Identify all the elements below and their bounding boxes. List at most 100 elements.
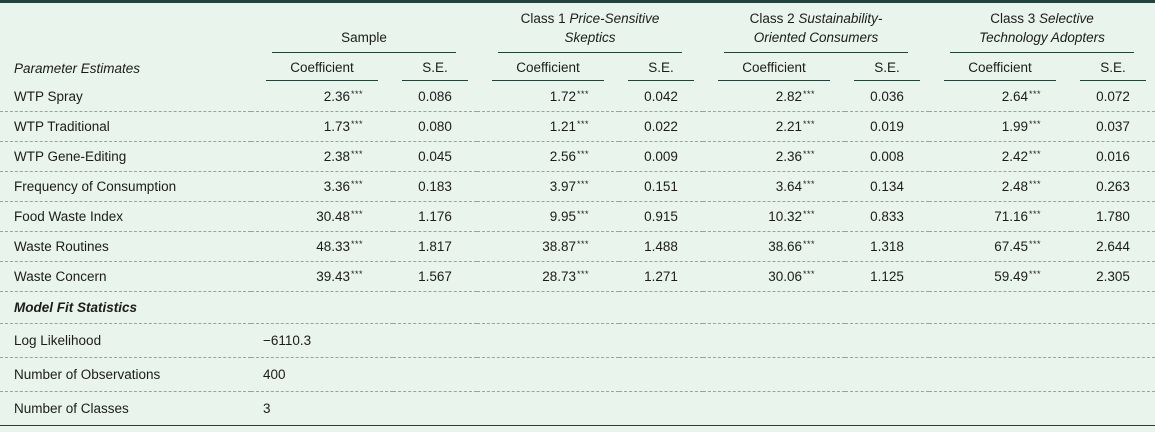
coefficient-value: 2.38 (323, 148, 350, 164)
coefficient-value: 2.82 (775, 88, 802, 104)
se-value: 2.305 (1071, 261, 1155, 292)
se-value: 0.263 (1071, 171, 1155, 202)
group-header-class2: Class 2 Sustainability- Oriented Consume… (703, 3, 929, 54)
se-value: 0.080 (393, 111, 477, 142)
row-label: Food Waste Index (0, 201, 251, 232)
coefficient-value: 2.42 (1001, 148, 1028, 164)
table-row: Waste Routines 48.33*** 1.817 38.87*** 1… (0, 231, 1155, 262)
se-header: S.E. (619, 54, 703, 82)
stat-value: 400 (251, 357, 1155, 392)
stat-label: Log Likelihood (0, 323, 251, 358)
group-title-italic-line2: Oriented Consumers (753, 29, 879, 45)
group-title-italic: Price-Sensitive (569, 11, 660, 26)
coefficient-header: Coefficient (477, 54, 619, 82)
table-row: Waste Concern 39.43*** 1.567 28.73*** 1.… (0, 261, 1155, 292)
coefficient-cell: 2.82*** (703, 81, 845, 112)
coefficient-cell: 59.49*** (929, 261, 1072, 292)
significance-stars: *** (576, 238, 589, 249)
coefficient-cell: 2.42*** (929, 141, 1072, 172)
coefficient-header: Coefficient (703, 54, 845, 82)
coefficient-value: 1.99 (1001, 118, 1028, 134)
row-label: WTP Spray (0, 81, 251, 112)
significance-stars: *** (350, 118, 363, 129)
coefficient-cell: 2.64*** (929, 81, 1072, 112)
column-groups-row: Sample Class 1 Price-Sensitive Skeptics … (0, 3, 1155, 54)
significance-stars: *** (350, 268, 363, 279)
table-row: WTP Spray 2.36*** 0.086 1.72*** 0.042 2.… (0, 81, 1155, 112)
coefficient-value: 1.72 (549, 88, 576, 104)
significance-stars: *** (1029, 118, 1042, 129)
coefficient-cell: 38.87*** (477, 231, 619, 262)
se-value: 0.134 (845, 171, 930, 202)
coefficient-value: 3.97 (549, 178, 576, 194)
stat-row: Number of Classes 3 (0, 391, 1155, 425)
row-label: Waste Routines (0, 231, 251, 262)
significance-stars: *** (350, 148, 363, 159)
parameter-estimates-table: Sample Class 1 Price-Sensitive Skeptics … (0, 3, 1155, 425)
coefficient-value: 30.48 (316, 208, 350, 224)
section-row: Model Fit Statistics (0, 291, 1155, 324)
significance-stars: *** (350, 238, 363, 249)
group-title-italic: Sustainability- (798, 11, 883, 26)
stat-value: −6110.3 (251, 323, 1155, 358)
coefficient-header: Coefficient (929, 54, 1071, 82)
significance-stars: *** (350, 88, 363, 99)
coefficient-value: 38.87 (542, 238, 576, 254)
row-label: WTP Traditional (0, 111, 251, 142)
coefficient-value: 2.48 (1001, 178, 1028, 194)
corner-cell (0, 3, 251, 54)
significance-stars: *** (802, 88, 815, 99)
coefficient-cell: 1.99*** (929, 111, 1072, 142)
coefficient-cell: 3.64*** (703, 171, 845, 202)
coefficient-value: 10.32 (768, 208, 802, 224)
se-value: 0.183 (393, 171, 477, 202)
row-label: Frequency of Consumption (0, 171, 251, 202)
coefficient-cell: 1.72*** (477, 81, 619, 112)
significance-stars: *** (1029, 208, 1042, 219)
significance-stars: *** (1029, 88, 1042, 99)
coefficient-value: 2.64 (1001, 88, 1028, 104)
stat-value: 3 (263, 400, 271, 416)
significance-stars: *** (1029, 148, 1042, 159)
significance-stars: *** (1029, 178, 1042, 189)
coefficient-cell: 48.33*** (251, 231, 393, 262)
coefficient-cell: 30.48*** (251, 201, 393, 232)
stat-row: Log Likelihood −6110.3 (0, 323, 1155, 358)
se-header: S.E. (393, 54, 477, 82)
coefficient-value: 30.06 (768, 268, 802, 284)
coefficient-cell: 9.95*** (477, 201, 619, 232)
coefficient-cell: 30.06*** (703, 261, 845, 292)
se-value: 1.817 (393, 231, 477, 262)
se-value: 0.037 (1071, 111, 1155, 142)
se-value: 1.567 (393, 261, 477, 292)
coefficient-value: 71.16 (994, 208, 1028, 224)
se-header: S.E. (1071, 54, 1155, 82)
group-title: Class 1 (520, 11, 566, 26)
significance-stars: *** (576, 88, 589, 99)
coefficient-value: 2.36 (323, 88, 350, 104)
significance-stars: *** (802, 178, 815, 189)
se-value: 0.019 (845, 111, 930, 142)
significance-stars: *** (802, 118, 815, 129)
coefficient-value: 67.45 (994, 238, 1028, 254)
coefficient-cell: 71.16*** (929, 201, 1072, 232)
se-value: 1.271 (619, 261, 703, 292)
coefficient-cell: 2.38*** (251, 141, 393, 172)
coefficient-cell: 10.32*** (703, 201, 845, 232)
coefficient-cell: 2.56*** (477, 141, 619, 172)
group-title: Class 2 (749, 11, 795, 26)
parameter-estimates-header: Parameter Estimates (14, 60, 141, 76)
significance-stars: *** (1029, 268, 1042, 279)
se-value: 1.488 (619, 231, 703, 262)
coefficient-cell: 2.21*** (703, 111, 845, 142)
coefficient-value: 1.73 (323, 118, 350, 134)
se-value: 0.036 (845, 81, 930, 112)
group-title-italic-line2: Skeptics (564, 29, 616, 45)
se-value: 1.780 (1071, 201, 1155, 232)
se-value: 0.045 (393, 141, 477, 172)
coefficient-value: 48.33 (316, 238, 350, 254)
coefficient-header: Coefficient (251, 54, 393, 82)
row-label: WTP Gene-Editing (0, 141, 251, 172)
coefficient-cell: 3.97*** (477, 171, 619, 202)
